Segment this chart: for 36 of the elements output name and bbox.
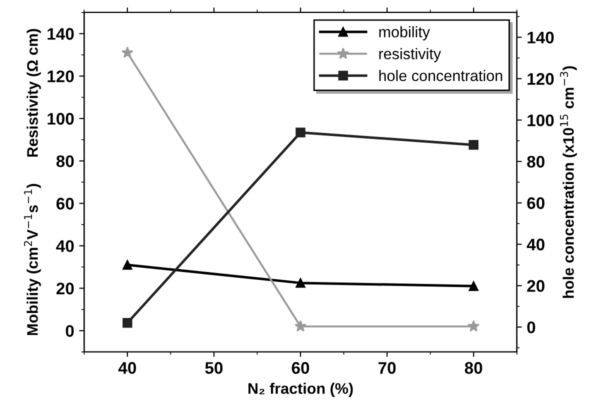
- x-tick-label: 80: [464, 362, 482, 374]
- point: [121, 46, 134, 58]
- point: [122, 318, 132, 328]
- point: [294, 320, 306, 332]
- legend-label: resistivity: [379, 48, 442, 62]
- legend-label: mobility: [379, 26, 430, 40]
- point: [468, 281, 478, 291]
- point: [296, 128, 306, 138]
- y-tick-label: 20: [56, 282, 74, 294]
- y2-tick-label: 40: [526, 238, 544, 250]
- y2-tick-label: 0: [527, 321, 536, 334]
- y-tick-label: 120: [48, 70, 74, 82]
- point: [468, 140, 478, 150]
- x-tick-label: 40: [118, 362, 136, 374]
- y2-tick-label: 80: [527, 156, 544, 168]
- point: [468, 320, 480, 332]
- y-tick-label: 0: [66, 325, 74, 337]
- x-axis-title: N₂ fraction (%): [248, 382, 353, 397]
- y-tick-label: 60: [56, 198, 74, 210]
- y-tick-label: 40: [56, 240, 74, 252]
- y2-tick-label: 20: [527, 280, 544, 292]
- point: [122, 260, 132, 270]
- y2-axis-title: hole concentration (x10$^{15}$ cm$^{−3}$): [560, 66, 577, 298]
- point: [296, 278, 306, 288]
- y-axis-title: Mobility (cm$^{2}$V$^{−1}$s$^{−1}$) Resistivity (Ω cm): [24, 29, 41, 336]
- legend-label: hole concentration: [379, 70, 502, 82]
- y2-tick-label: 100: [528, 114, 554, 126]
- y2-tick-label: 140: [528, 32, 554, 44]
- x-tick-label: 50: [205, 362, 223, 374]
- y2-tick-label: 60: [527, 197, 544, 210]
- y-tick-label: 80: [56, 155, 74, 168]
- y-tick-label: 140: [48, 28, 74, 40]
- x-tick-label: 70: [378, 362, 396, 374]
- y-tick-label: 100: [48, 112, 74, 125]
- x-tick-label: 60: [292, 362, 310, 374]
- y2-tick-label: 120: [528, 73, 554, 85]
